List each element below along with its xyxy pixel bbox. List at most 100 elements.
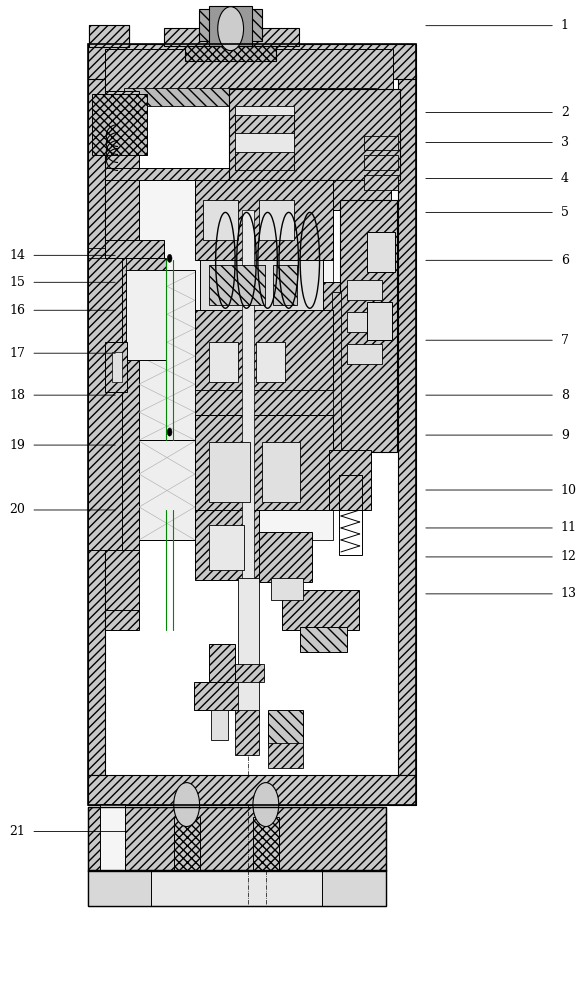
Bar [200, 260, 323, 310]
Bar [105, 49, 393, 91]
Bar [209, 342, 238, 382]
Bar [235, 152, 294, 170]
Bar [88, 775, 416, 805]
Bar [101, 804, 125, 871]
Text: 9: 9 [561, 429, 569, 442]
Bar [339, 475, 362, 555]
Bar [139, 180, 333, 540]
Text: 3: 3 [561, 136, 569, 149]
Bar [347, 344, 382, 364]
Bar [195, 390, 333, 415]
Text: 1: 1 [561, 19, 569, 32]
Text: 21: 21 [9, 825, 25, 838]
Text: 8: 8 [561, 389, 569, 402]
Text: 14: 14 [9, 249, 25, 262]
Text: 10: 10 [561, 484, 577, 497]
Bar [105, 342, 128, 392]
Bar [88, 870, 386, 906]
Bar [88, 248, 111, 258]
Text: 4: 4 [561, 172, 569, 185]
Bar [92, 94, 148, 155]
Bar [88, 44, 416, 79]
Bar [282, 590, 359, 630]
Text: 15: 15 [9, 276, 25, 289]
Bar [185, 46, 276, 61]
Bar [89, 25, 129, 47]
Bar [368, 302, 392, 340]
Bar [112, 352, 122, 382]
Bar [259, 200, 294, 240]
Text: 20: 20 [9, 503, 25, 516]
Bar [235, 710, 259, 755]
Bar [365, 175, 399, 190]
Text: 13: 13 [561, 587, 577, 600]
Bar [105, 168, 397, 180]
Bar [199, 9, 262, 41]
Bar [235, 115, 294, 133]
Bar [235, 106, 294, 170]
Bar [88, 870, 151, 906]
Bar [126, 270, 166, 360]
Bar [139, 270, 195, 440]
Bar [242, 210, 254, 710]
Text: 7: 7 [561, 334, 569, 347]
Bar [209, 6, 252, 46]
Bar [194, 682, 247, 710]
Bar [399, 74, 416, 775]
Bar [105, 91, 139, 170]
Bar [332, 292, 341, 452]
Bar [105, 180, 139, 630]
Bar [88, 74, 105, 775]
Bar [365, 155, 399, 170]
Text: 2: 2 [561, 106, 569, 119]
Bar [368, 232, 396, 272]
Bar [268, 710, 303, 745]
Circle shape [168, 428, 172, 436]
Bar [209, 644, 235, 682]
Bar [363, 91, 397, 170]
Bar [164, 28, 299, 46]
Bar [347, 312, 382, 332]
Bar [232, 664, 264, 682]
Circle shape [218, 7, 243, 51]
Bar [195, 415, 333, 510]
Bar [273, 265, 297, 305]
Bar [124, 88, 376, 106]
Bar [105, 240, 164, 258]
Text: 11: 11 [561, 521, 577, 534]
Text: 6: 6 [561, 254, 569, 267]
Bar [229, 89, 400, 180]
Bar [88, 807, 386, 871]
Bar [88, 870, 386, 906]
Bar [173, 817, 199, 871]
Bar [139, 440, 195, 540]
Bar [262, 442, 300, 502]
Bar [209, 525, 244, 570]
Bar [256, 342, 285, 382]
Bar [209, 180, 391, 210]
Bar [268, 743, 303, 768]
Bar [211, 710, 228, 740]
Bar [365, 136, 399, 150]
Bar [88, 250, 122, 550]
Bar [209, 282, 391, 310]
Bar [195, 310, 333, 390]
Bar [270, 578, 303, 600]
Bar [300, 627, 347, 652]
Text: 12: 12 [561, 550, 577, 563]
Bar [329, 450, 372, 510]
Bar [347, 280, 382, 300]
Bar [88, 44, 416, 805]
Text: 19: 19 [9, 439, 25, 452]
Bar [209, 265, 265, 305]
Bar [209, 442, 250, 502]
Circle shape [173, 783, 199, 827]
Text: 16: 16 [9, 304, 25, 317]
Bar [238, 578, 259, 720]
Text: 5: 5 [561, 206, 569, 219]
Bar [195, 180, 333, 260]
Bar [253, 817, 279, 871]
Circle shape [168, 254, 172, 262]
Bar [340, 200, 397, 452]
Bar [126, 258, 166, 270]
